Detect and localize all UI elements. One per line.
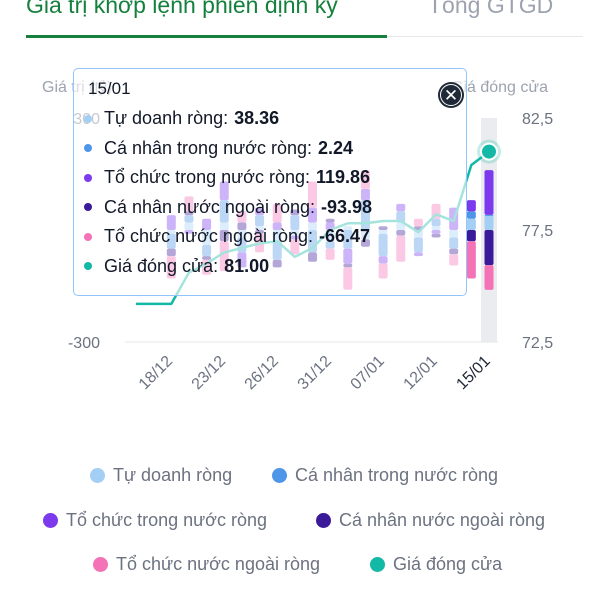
legend-label: Cá nhân nước ngoài ròng <box>339 510 545 530</box>
legend-swatch-icon <box>272 468 287 483</box>
bar-segment <box>466 241 476 279</box>
bar-segment <box>484 230 494 266</box>
bar-segment <box>466 211 476 219</box>
tooltip-row: Tổ chức nước ngoài ròng: -66.47 <box>84 226 370 247</box>
legend-swatch-icon <box>90 468 105 483</box>
tooltip-value: 81.00 <box>224 255 270 276</box>
tab-bar: Giá trị khớp lệnh phiên định kỳ Tổng GTG… <box>0 0 600 40</box>
tooltip-date: 15/01 <box>88 79 131 98</box>
right-tick-label: 82,5 <box>522 111 553 128</box>
tooltip-dot-icon <box>84 232 92 241</box>
legend-label: Tự doanh ròng <box>113 465 233 485</box>
bar-segment <box>484 214 494 216</box>
right-tick-label: 72,5 <box>522 335 553 352</box>
right-tick-label: 77,5 <box>522 223 553 240</box>
x-tick-label: 26/12 <box>242 353 282 393</box>
x-tick-label: 15/01 <box>453 353 493 393</box>
bar-segment <box>466 218 476 230</box>
legend-item[interactable]: Tổ chức nước ngoài ròng <box>93 554 320 575</box>
tooltip-row: Cá nhân nước ngoài ròng: -93.98 <box>84 197 372 218</box>
tooltip-label: Tổ chức nước ngoài ròng: <box>104 226 314 246</box>
tooltip-row: Tổ chức trong nước ròng: 119.86 <box>84 167 370 188</box>
tooltip-label: Cá nhân trong nước ròng: <box>104 137 312 158</box>
tooltip-dot-icon <box>84 173 92 182</box>
tooltip-label: Tổ chức trong nước ròng: <box>104 167 310 187</box>
x-tick-label: 07/01 <box>348 353 388 393</box>
tooltip-value: -93.98 <box>321 196 373 217</box>
legend-swatch-icon <box>316 513 331 528</box>
tooltip-dot-icon <box>84 262 92 270</box>
right-axis-label: Giá đóng cửa <box>451 79 548 96</box>
tooltip-dot-icon <box>84 114 92 123</box>
tooltip-label: Cá nhân nước ngoài ròng: <box>104 196 315 217</box>
legend-label: Giá đóng cửa <box>393 554 503 574</box>
left-tick-label: -300 <box>68 335 100 352</box>
legend-item[interactable]: Tổ chức trong nước ròng <box>43 510 267 531</box>
active-tab-underline <box>26 35 387 38</box>
tooltip-value: 2.24 <box>317 137 354 158</box>
tooltip-dot-icon <box>84 203 92 211</box>
x-tick-label: 18/12 <box>136 353 176 393</box>
tooltip-label: Giá đóng cửa: <box>104 255 219 276</box>
x-tick-label: 31/12 <box>295 353 335 393</box>
tooltip-value: -66.47 <box>319 226 371 246</box>
tab-matched-periodic[interactable]: Giá trị khớp lệnh phiên định kỳ <box>26 0 338 18</box>
tooltip-dot-icon <box>84 144 92 152</box>
legend-swatch-icon <box>93 557 108 572</box>
x-tick-label: 12/01 <box>401 353 441 393</box>
chart-legend: Tự doanh ròng Cá nhân trong nước ròng Tổ c… <box>0 455 600 595</box>
legend-label: Tổ chức trong nước ròng <box>66 510 267 530</box>
bar-segment <box>466 230 476 242</box>
legend-swatch-icon <box>43 513 58 528</box>
bar-segment <box>484 215 494 230</box>
bar-segment <box>484 170 494 215</box>
tab-total-value[interactable]: Tổng GTGD <box>428 0 554 18</box>
close-icon[interactable]: ✕ <box>438 82 464 108</box>
bar-segment <box>484 265 494 290</box>
tab-divider <box>387 36 583 37</box>
tooltip-value: 119.86 <box>316 167 371 187</box>
tooltip-value: 38.36 <box>234 108 280 128</box>
legend-label: Tổ chức nước ngoài ròng <box>116 554 321 574</box>
chart-tooltip: 15/01 ✕ Tự doanh ròng: 38.36 Cá nhân trong… <box>73 68 467 296</box>
legend-swatch-icon <box>370 557 385 572</box>
tooltip-row: Giá đóng cửa: 81.00 <box>84 256 269 277</box>
legend-item[interactable]: Cá nhân nước ngoài ròng <box>316 510 545 531</box>
price-point <box>480 142 498 161</box>
legend-item[interactable]: Giá đóng cửa <box>370 554 502 575</box>
legend-label: Cá nhân trong nước ròng <box>295 465 498 485</box>
tooltip-label: Tự doanh ròng: <box>104 108 229 128</box>
tooltip-row: Cá nhân trong nước ròng: 2.24 <box>84 138 353 159</box>
bar-segment <box>466 200 476 212</box>
legend-item[interactable]: Tự doanh ròng <box>90 465 232 486</box>
x-tick-label: 23/12 <box>189 353 229 393</box>
tooltip-row: Tự doanh ròng: 38.36 <box>84 108 279 129</box>
legend-item[interactable]: Cá nhân trong nước ròng <box>272 465 498 486</box>
